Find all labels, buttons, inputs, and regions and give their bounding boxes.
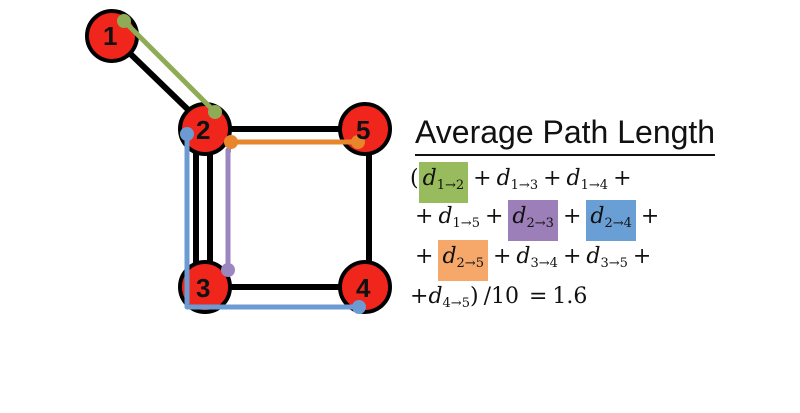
path-green-1-2: [122, 19, 217, 114]
node-labels: 1 2 5 3 4: [103, 21, 371, 303]
path-purple-2-3: [225, 147, 231, 270]
term-d-1-5: d1→5: [438, 204, 480, 231]
node-4: [338, 260, 392, 314]
node-4-label: 4: [356, 273, 371, 303]
term-d-1-2: d1→2: [418, 162, 469, 203]
plus-sign: +: [632, 244, 652, 269]
edges: [109, 33, 372, 290]
result-value: 1.6: [552, 284, 588, 309]
plus-sign: +: [492, 244, 512, 269]
formula-line-1: (d1→2 + d1→3 + d1→4 +: [410, 162, 637, 203]
plus-sign: +: [415, 244, 434, 269]
term-d-1-3: d1→3: [496, 166, 539, 193]
path-green-end: [208, 105, 222, 119]
formula-line-4: +d4→5)/10 = 1.6: [410, 280, 587, 314]
term-d-1-4: d1→4: [566, 166, 609, 193]
node-3: [178, 260, 232, 314]
formula-line-3: + d2→5 + d3→4 + d3→5 +: [410, 240, 656, 281]
plus-sign: +: [473, 166, 492, 191]
formula-title: Average Path Length: [415, 112, 716, 156]
formula-line-2: + d1→5 + d2→3 + d2→4 +: [410, 200, 664, 241]
node-3-label: 3: [196, 273, 210, 303]
term-d-3-4: d3→4: [516, 244, 558, 271]
term-d-3-5: d3→5: [586, 244, 628, 271]
path-blue-2-4: [184, 134, 360, 310]
path-green-start: [117, 14, 131, 28]
path-blue-start: [180, 127, 194, 141]
close-paren: ): [469, 284, 479, 309]
node-2-label: 2: [196, 115, 210, 145]
term-d-2-5: d2→5: [438, 240, 488, 281]
plus-sign: +: [562, 244, 582, 269]
plus-sign: +: [613, 166, 632, 191]
nodes: [85, 9, 392, 314]
term-d-2-4: d2→4: [586, 200, 636, 241]
path-orange-start: [224, 135, 238, 149]
node-5-label: 5: [356, 115, 370, 145]
path-purple-end: [221, 263, 235, 277]
plus-sign: +: [543, 166, 562, 191]
plus-sign: +: [484, 204, 504, 229]
equals-sign: =: [528, 284, 548, 309]
open-paren: (: [410, 166, 419, 191]
plus-sign: +: [640, 204, 660, 229]
divide-by-ten: /10: [483, 284, 519, 309]
term-d-4-5: d4→5: [428, 284, 470, 311]
highlighted-paths: [117, 14, 366, 314]
path-blue-end: [352, 300, 366, 314]
plus-sign: +: [415, 204, 434, 229]
node-1-label: 1: [103, 21, 117, 51]
plus-sign: +: [410, 284, 429, 309]
plus-sign: +: [562, 204, 582, 229]
path-orange-end: [351, 135, 365, 149]
term-d-2-3: d2→3: [508, 200, 558, 241]
